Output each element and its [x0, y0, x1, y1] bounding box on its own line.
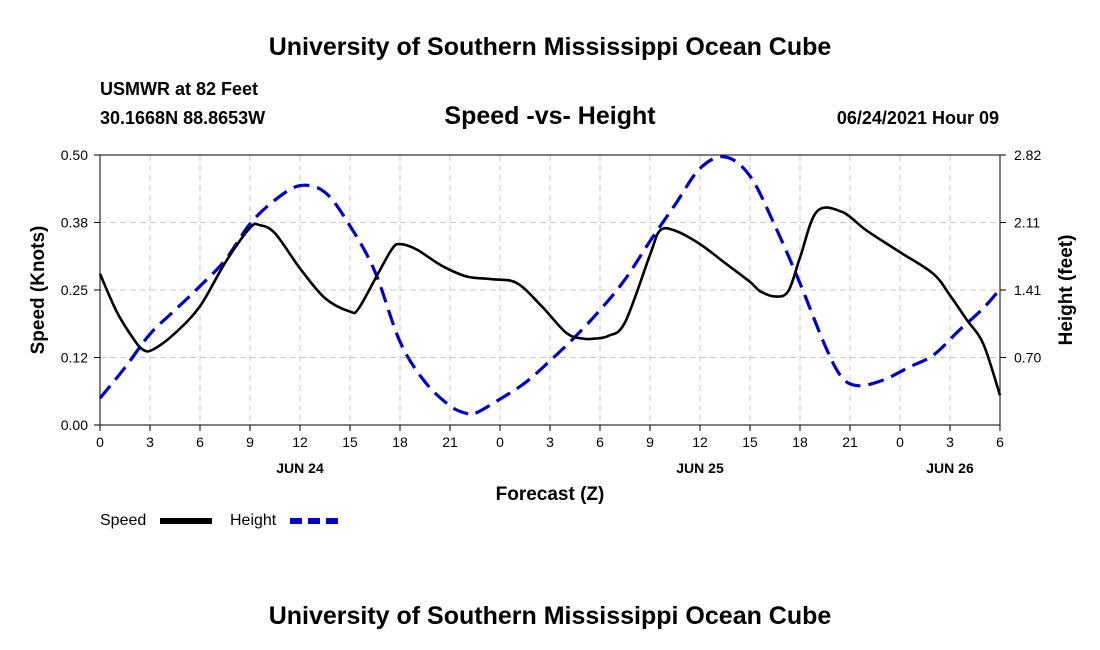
x-tick-label: 21	[442, 434, 458, 450]
day-label: JUN 25	[676, 460, 724, 476]
x-tick-label: 6	[596, 434, 604, 450]
footer-title: University of Southern Mississippi Ocean…	[269, 602, 832, 630]
x-tick-label: 0	[96, 434, 104, 450]
legend: Speed Height	[100, 512, 342, 529]
x-axis-label: Forecast (Z)	[496, 484, 605, 505]
x-tick-label: 3	[946, 434, 954, 450]
station-label: USMWR at 82 Feet	[100, 79, 258, 99]
x-tick-label: 9	[646, 434, 654, 450]
axes: 0 3 6 9 12 15 18 21 0 3 6 9 12 15 18 21 0 3 6 0.00 0.12 0.25 0…	[61, 147, 1042, 476]
day-label: JUN 26	[926, 460, 974, 476]
x-tick-label: 6	[196, 434, 204, 450]
x-tick-label: 0	[896, 434, 904, 450]
y2-tick-label: 2.82	[1014, 147, 1041, 163]
x-tick-label: 18	[392, 434, 408, 450]
y-tick-label: 0.12	[61, 350, 88, 366]
forecast-date: 06/24/2021 Hour 09	[837, 108, 999, 128]
x-tick-label: 3	[546, 434, 554, 450]
legend-height-label: Height	[230, 512, 277, 529]
x-tick-label: 21	[842, 434, 858, 450]
legend-speed-label: Speed	[100, 512, 146, 529]
x-tick-label: 15	[342, 434, 358, 450]
x-tick-label: 0	[496, 434, 504, 450]
x-tick-label: 18	[792, 434, 808, 450]
y-tick-label: 0.00	[61, 417, 88, 433]
x-tick-label: 6	[996, 434, 1004, 450]
series-line-speed	[98, 206, 1002, 396]
x-tick-label: 3	[146, 434, 154, 450]
x-tick-label: 12	[292, 434, 308, 450]
x-tick-label: 9	[246, 434, 254, 450]
series-line-height	[98, 155, 1002, 417]
y2-tick-label: 1.41	[1014, 282, 1041, 298]
y-axis-label: Speed (Knots)	[28, 226, 49, 355]
y-tick-label: 0.50	[61, 147, 88, 163]
grid	[100, 155, 1000, 425]
station-coordinates: 30.1668N 88.8653W	[100, 108, 265, 128]
y-tick-label: 0.38	[61, 215, 88, 231]
x-tick-label: 12	[692, 434, 708, 450]
page-title: University of Southern Mississippi Ocean…	[269, 33, 832, 61]
series	[98, 155, 1002, 417]
day-label: JUN 24	[276, 460, 324, 476]
y2-axis-label: Height (feet)	[1056, 235, 1077, 346]
x-tick-label: 15	[742, 434, 758, 450]
y2-tick-label: 2.11	[1014, 215, 1040, 231]
y2-tick-label: 0.70	[1014, 350, 1041, 366]
chart-title: Speed -vs- Height	[444, 102, 656, 130]
y-tick-label: 0.25	[61, 282, 88, 298]
